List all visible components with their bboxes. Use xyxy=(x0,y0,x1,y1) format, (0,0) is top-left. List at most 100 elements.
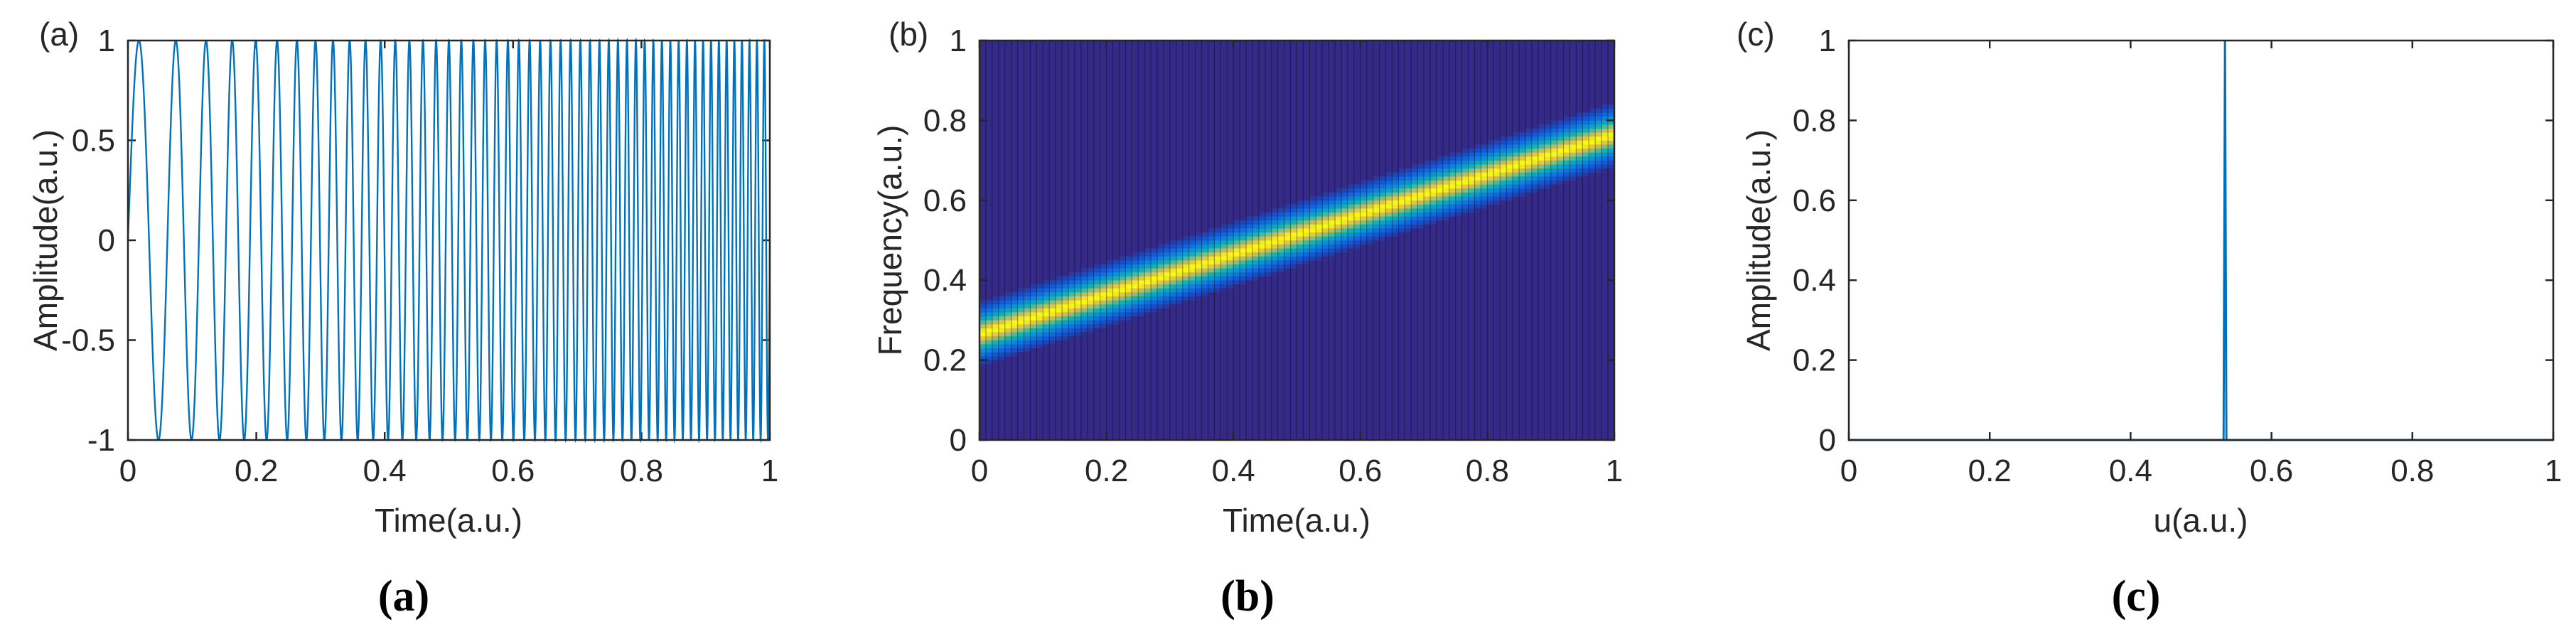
heatmap-cell xyxy=(1004,296,1011,301)
heatmap-cell xyxy=(1297,236,1304,241)
heatmap-cell xyxy=(1195,248,1202,253)
heatmap-cell xyxy=(1182,264,1189,269)
heatmap-cell xyxy=(1074,312,1082,317)
heatmap-cell xyxy=(1024,304,1031,308)
heatmap-cell xyxy=(1093,308,1100,313)
heatmap-cell xyxy=(1449,212,1456,217)
heatmap-cell xyxy=(1132,296,1139,301)
heatmap-cell xyxy=(1144,260,1152,265)
heatmap-cell xyxy=(1424,184,1431,189)
heatmap-cell xyxy=(1258,256,1266,261)
heatmap-cell xyxy=(1582,148,1589,153)
heatmap-cell xyxy=(1487,172,1494,177)
heatmap-cell xyxy=(1500,188,1507,193)
heatmap-cell xyxy=(1322,248,1329,253)
heatmap-cell xyxy=(1277,236,1284,241)
heatmap-cell xyxy=(1100,268,1107,273)
heatmap-cell xyxy=(1068,332,1075,337)
heatmap-cell xyxy=(1335,244,1342,249)
heatmap-cell xyxy=(1062,280,1069,285)
heatmap-cell xyxy=(1347,184,1355,189)
heatmap-cell xyxy=(1240,248,1247,253)
heatmap-cell xyxy=(1455,204,1462,209)
heatmap-cell xyxy=(1011,328,1018,333)
heatmap-cell xyxy=(1208,228,1215,233)
heatmap-cell xyxy=(1392,196,1399,201)
heatmap-cell xyxy=(992,320,999,325)
heatmap-cell xyxy=(1087,328,1095,333)
heatmap-cell xyxy=(1335,192,1342,197)
heatmap-cell xyxy=(1138,288,1145,293)
heatmap-cell xyxy=(1493,160,1501,165)
heatmap-cell xyxy=(1271,256,1279,261)
heatmap-cell xyxy=(1195,280,1202,285)
heatmap-cell xyxy=(1550,180,1557,185)
heatmap-cell xyxy=(1106,296,1113,301)
heatmap-cell xyxy=(1258,264,1266,269)
heatmap-cell xyxy=(1195,256,1202,261)
heatmap-cell xyxy=(1214,280,1221,285)
heatmap-cell xyxy=(980,320,987,325)
heatmap-cell xyxy=(1163,252,1171,257)
heatmap-cell xyxy=(1017,340,1024,345)
heatmap-cell xyxy=(1030,344,1037,349)
heatmap-cell xyxy=(1481,200,1488,205)
heatmap-cell xyxy=(1557,136,1564,141)
heatmap-cell xyxy=(1608,152,1615,157)
heatmap-cell xyxy=(1493,148,1501,153)
heatmap-cell xyxy=(1373,200,1380,205)
heatmap-cell xyxy=(1506,196,1513,201)
heatmap-cell xyxy=(1290,208,1297,213)
heatmap-cell xyxy=(1379,216,1386,221)
heatmap-cell xyxy=(1106,316,1113,321)
heatmap-cell xyxy=(1430,192,1437,197)
heatmap-cell xyxy=(1531,136,1539,141)
heatmap-cell xyxy=(1004,344,1011,349)
heatmap-cell xyxy=(1011,304,1018,308)
heatmap-cell xyxy=(1525,180,1533,185)
heatmap-cell xyxy=(1246,260,1253,265)
heatmap-cell xyxy=(1513,164,1520,169)
heatmap-cell xyxy=(1474,204,1481,209)
heatmap-cell xyxy=(1119,260,1126,265)
heatmap-cell xyxy=(1017,320,1024,325)
heatmap-cell xyxy=(992,328,999,333)
heatmap-cell xyxy=(1595,140,1602,145)
heatmap-cell xyxy=(1074,284,1082,289)
heatmap-cell xyxy=(1297,260,1304,265)
heatmap-cell xyxy=(1500,140,1507,145)
heatmap-cell xyxy=(1329,244,1336,249)
heatmap-cell xyxy=(1309,224,1316,229)
heatmap-cell xyxy=(1233,220,1240,225)
heatmap-cell xyxy=(1265,272,1272,277)
heatmap-cell xyxy=(1455,192,1462,197)
heatmap-cell xyxy=(1169,276,1177,281)
heatmap-cell xyxy=(1500,168,1507,173)
heatmap-cell xyxy=(1601,120,1609,125)
heatmap-cell xyxy=(1043,336,1050,340)
heatmap-cell xyxy=(1316,248,1323,253)
heatmap-cell xyxy=(1550,156,1557,161)
heatmap-cell xyxy=(1379,192,1386,197)
heatmap-cell xyxy=(1379,236,1386,241)
heatmap-cell xyxy=(1461,208,1469,213)
heatmap-cell xyxy=(1398,228,1405,233)
heatmap-cell xyxy=(1182,288,1189,293)
heatmap-cell xyxy=(1316,236,1323,241)
heatmap-cell xyxy=(1195,236,1202,241)
heatmap-cell xyxy=(1017,348,1024,353)
x-tick-label: 0.6 xyxy=(491,454,535,488)
heatmap-cell xyxy=(1531,148,1539,153)
y-tick-label: -0.5 xyxy=(61,323,115,358)
heatmap-cell xyxy=(1461,180,1469,185)
heatmap-cell xyxy=(1195,276,1202,281)
heatmap-cell xyxy=(1106,308,1113,313)
heatmap-cell xyxy=(1068,328,1075,333)
heatmap-cell xyxy=(998,348,1006,353)
heatmap-cell xyxy=(1582,172,1589,177)
heatmap-cell xyxy=(1220,248,1228,253)
heatmap-cell xyxy=(1411,208,1418,213)
heatmap-cell xyxy=(1233,280,1240,285)
heatmap-cell xyxy=(1449,208,1456,213)
heatmap-cell xyxy=(1398,204,1405,209)
